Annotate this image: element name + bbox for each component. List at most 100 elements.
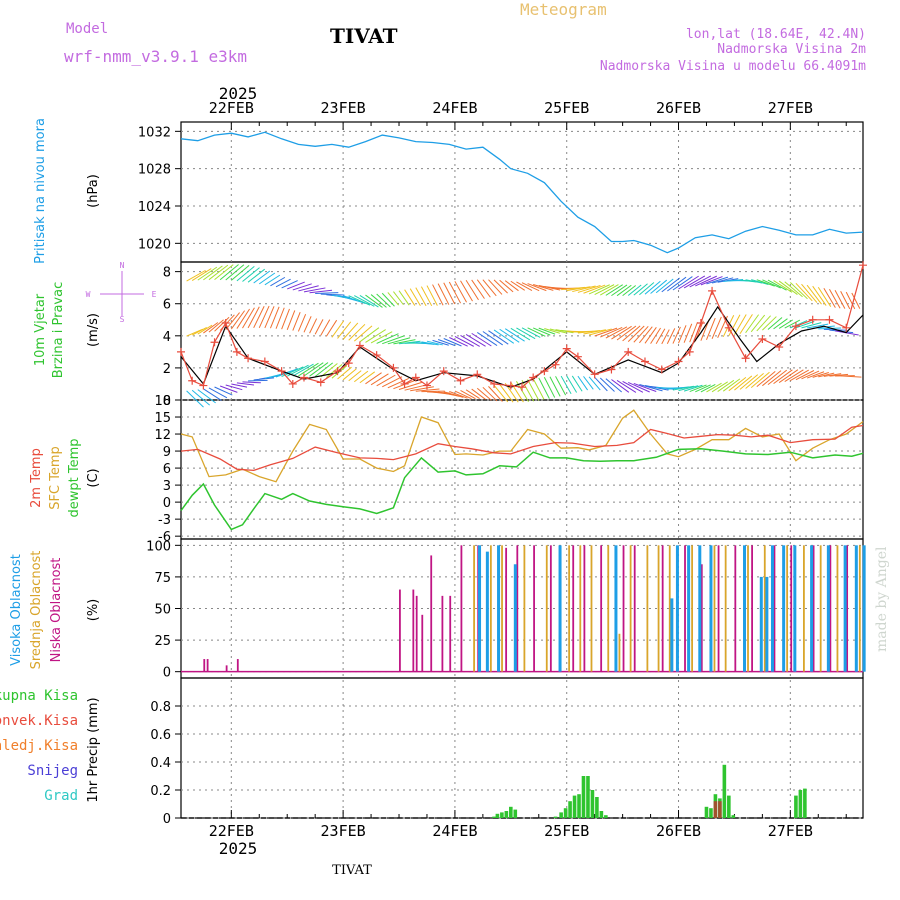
- wind-speed-marker: [355, 341, 364, 350]
- y-tick-label: 0: [163, 496, 171, 511]
- wind-arrow: [683, 323, 693, 343]
- low-cloud-bar: [734, 545, 737, 672]
- wind-arrow: [230, 265, 250, 281]
- wind-arrow: [678, 325, 687, 344]
- wind-arrow: [689, 322, 698, 343]
- wind-arrow: [773, 318, 788, 330]
- wind-arrow: [789, 282, 808, 300]
- wind-arrow: [778, 319, 794, 329]
- wind-arrow: [191, 268, 212, 281]
- wind-arrow: [208, 319, 224, 333]
- wind-arrow: [734, 375, 753, 391]
- precip-bar: [553, 816, 558, 818]
- compass-e: E: [152, 290, 157, 299]
- wind-arrow: [303, 287, 326, 293]
- y-tick-label: 50: [154, 603, 171, 618]
- wind-arrow: [588, 328, 612, 336]
- wind-arrow: [292, 283, 312, 291]
- wind-speed-marker: [199, 381, 208, 390]
- y-tick-label: 4: [163, 330, 171, 345]
- precip-panel: [180, 677, 864, 819]
- wind-arrow: [488, 386, 503, 402]
- wind-arrow: [801, 283, 818, 303]
- low-cloud-bar: [846, 545, 849, 672]
- wind-arrow: [281, 308, 290, 330]
- wind-arrow: [661, 277, 680, 293]
- y-tick-label: 12: [154, 428, 171, 443]
- wind-arrow: [622, 325, 641, 342]
- wind-arrow: [354, 295, 375, 307]
- high-cloud-bar: [759, 576, 763, 672]
- low-cloud-bar: [203, 659, 206, 672]
- wind-arrow: [566, 375, 578, 393]
- wind-speed-marker: [506, 381, 515, 390]
- wind-arrow: [471, 388, 486, 400]
- station-title: TIVAT: [330, 24, 398, 48]
- wind-arrow: [186, 328, 203, 337]
- wind-speed-marker: [724, 323, 733, 332]
- wind-arrow: [627, 284, 642, 296]
- wind-arrow: [566, 286, 591, 292]
- wind-arrow: [421, 341, 439, 346]
- compass-w: W: [86, 290, 91, 299]
- wind-arrow: [314, 319, 324, 335]
- wind-arrow: [600, 326, 623, 338]
- wind-arrow: [219, 385, 238, 393]
- wind-arrow: [297, 313, 307, 332]
- cloud-ylabel-high: Visoka Oblacnost: [9, 554, 24, 666]
- wind-arrow: [801, 322, 822, 329]
- wind-arrow: [258, 272, 276, 285]
- day-label-top: 25FEB: [544, 99, 589, 117]
- wind-arrow: [303, 362, 324, 377]
- wind-arrow: [426, 285, 438, 306]
- legend-hail: Grad: [44, 788, 78, 804]
- wind-speed-marker: [685, 347, 694, 356]
- wind-arrow: [443, 391, 464, 398]
- wind-arrow: [460, 390, 476, 400]
- wind-arrow: [482, 386, 498, 402]
- y-tick-label: 1028: [138, 163, 171, 178]
- wind-arrow: [337, 321, 352, 339]
- precip-bar: [581, 776, 586, 818]
- low-cloud-bar: [751, 545, 753, 672]
- wind-arrow: [499, 328, 520, 343]
- wind-speed-marker: [456, 376, 465, 385]
- low-cloud-bar: [236, 659, 239, 672]
- high-cloud-bar: [743, 545, 747, 672]
- wind-arrow: [739, 314, 753, 334]
- wind-arrow: [700, 276, 723, 286]
- wind-arrow: [448, 281, 462, 304]
- wind-arrow: [370, 373, 389, 386]
- wind-arrow: [342, 368, 357, 381]
- wind-speed-marker: [221, 318, 230, 327]
- wind-arrow: [611, 284, 628, 297]
- y-tick-label: 100: [146, 539, 171, 554]
- wind-arrow: [706, 317, 716, 340]
- day-label-bottom: 25FEB: [544, 822, 589, 840]
- wind-arrow: [432, 339, 449, 346]
- low-cloud-bar: [516, 545, 519, 672]
- wind-arrow: [773, 280, 793, 293]
- mid-cloud-bar: [590, 545, 593, 672]
- wind-arrow: [594, 284, 615, 295]
- wind-arrow: [258, 305, 270, 329]
- wind-arrow: [499, 383, 514, 403]
- wind-arrow: [298, 285, 319, 292]
- precip-bar: [500, 812, 504, 818]
- wind-speed-marker: [333, 367, 342, 376]
- mid-cloud-bar: [657, 545, 660, 672]
- footer-station: TIVAT: [332, 863, 372, 878]
- wind-speed-marker: [529, 373, 538, 382]
- wind-speed-marker: [674, 357, 683, 366]
- wind-arrow: [443, 282, 456, 305]
- precip-bar: [572, 795, 577, 818]
- wind-arrow: [443, 338, 462, 347]
- wind-arrow: [795, 370, 815, 381]
- cloud-ylabel-mid: Srednja Oblacnost: [29, 551, 44, 670]
- wind-arrow: [583, 329, 607, 335]
- wind-arrow: [476, 279, 491, 298]
- wind-arrow: [275, 278, 291, 288]
- watermark: made by Angel: [874, 546, 890, 652]
- wind-arrow: [387, 377, 410, 389]
- wind-arrow: [365, 372, 382, 385]
